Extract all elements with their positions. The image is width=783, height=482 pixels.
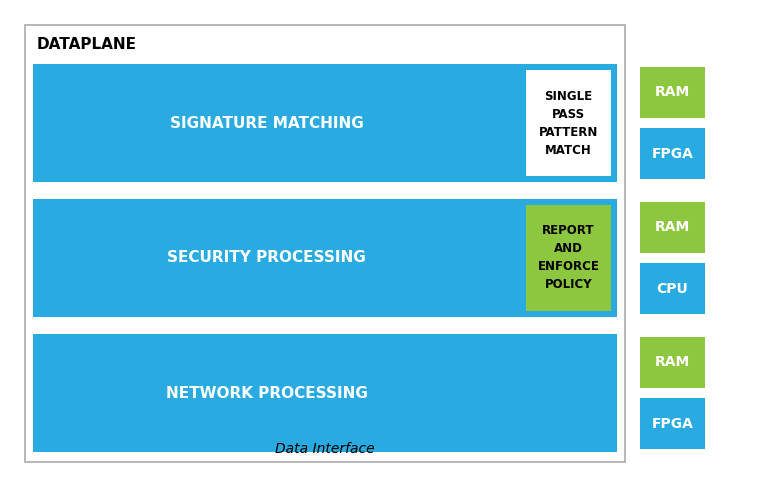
Text: NETWORK PROCESSING: NETWORK PROCESSING [166,386,367,401]
Bar [640,337,705,388]
Text: Data Interface: Data Interface [275,442,375,456]
Bar [25,25,625,462]
Bar [640,202,705,253]
Bar [640,263,705,314]
Bar [526,205,611,311]
Bar [526,70,611,176]
Text: REPORT
AND
ENFORCE
POLICY: REPORT AND ENFORCE POLICY [538,225,600,292]
Bar [33,64,617,182]
Text: CPU: CPU [657,281,688,295]
Text: FPGA: FPGA [651,147,694,161]
Text: RAM: RAM [655,220,690,234]
Bar [640,398,705,449]
Text: SIGNATURE MATCHING: SIGNATURE MATCHING [170,116,363,131]
Text: SECURITY PROCESSING: SECURITY PROCESSING [168,251,366,266]
Text: SINGLE
PASS
PATTERN
MATCH: SINGLE PASS PATTERN MATCH [539,90,598,157]
Text: RAM: RAM [655,355,690,369]
Bar [33,334,617,452]
Text: DATAPLANE: DATAPLANE [37,37,137,52]
Text: RAM: RAM [655,85,690,99]
Text: FPGA: FPGA [651,416,694,430]
Bar [33,199,617,317]
Bar [640,128,705,179]
Bar [640,67,705,118]
